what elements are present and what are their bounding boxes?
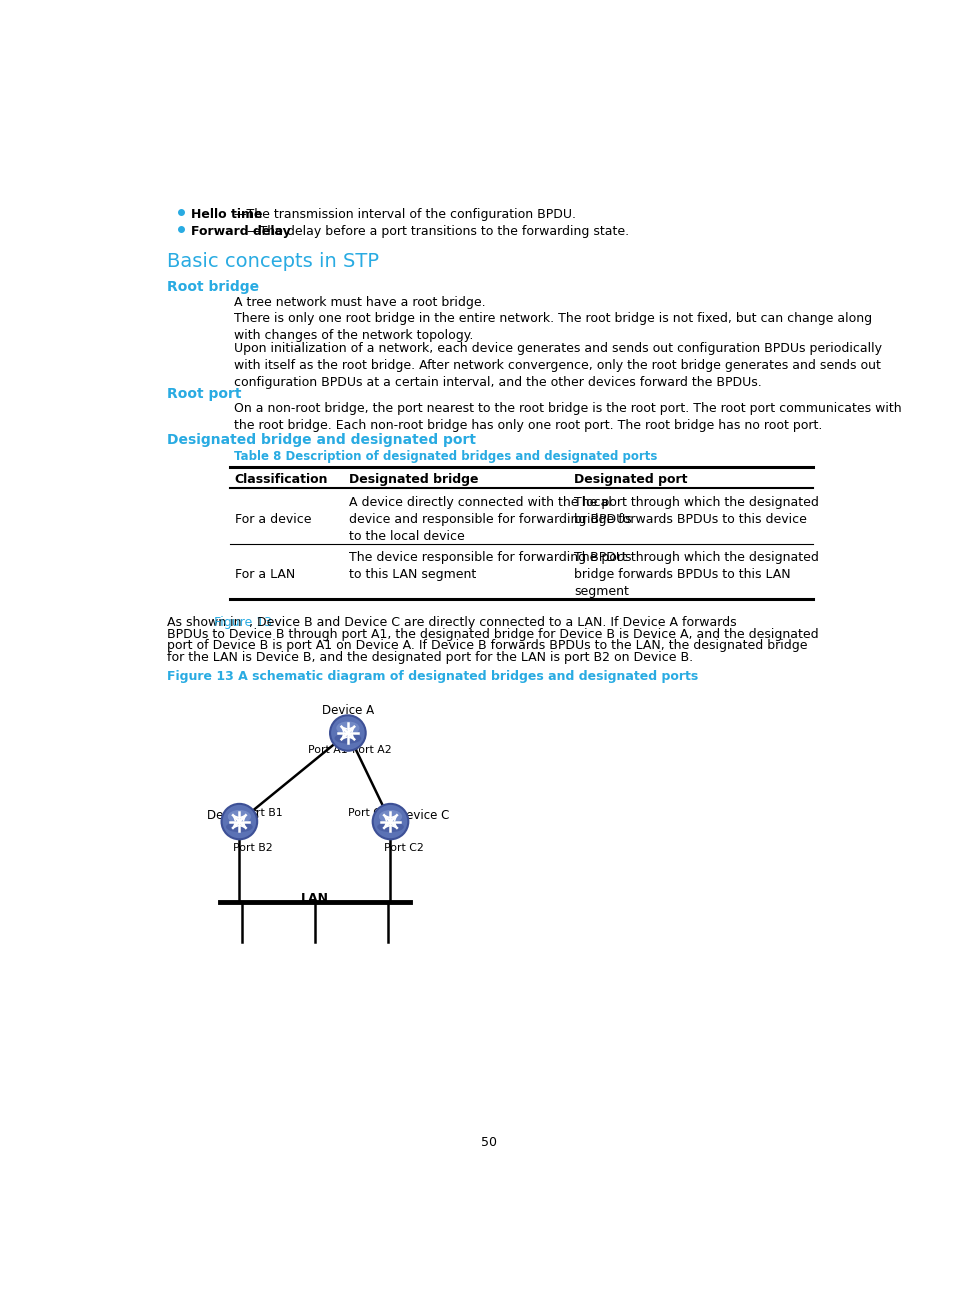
Text: Designated bridge: Designated bridge (349, 473, 478, 486)
Text: , Device B and Device C are directly connected to a LAN. If Device A forwards: , Device B and Device C are directly con… (250, 616, 737, 629)
Text: For a device: For a device (234, 513, 311, 526)
Text: —The delay before a port transitions to the forwarding state.: —The delay before a port transitions to … (247, 224, 628, 238)
Text: Hello time: Hello time (191, 207, 262, 220)
Text: Designated bridge and designated port: Designated bridge and designated port (167, 433, 476, 447)
Ellipse shape (376, 822, 403, 832)
Text: Figure 13: Figure 13 (214, 616, 272, 629)
Text: Root port: Root port (167, 386, 241, 400)
Text: Port A2: Port A2 (352, 745, 391, 754)
Text: Basic concepts in STP: Basic concepts in STP (167, 251, 379, 271)
Text: 50: 50 (480, 1135, 497, 1148)
Text: Root bridge: Root bridge (167, 280, 259, 294)
Text: A tree network must have a root bridge.: A tree network must have a root bridge. (233, 297, 485, 310)
Ellipse shape (336, 722, 359, 735)
Text: Port C1: Port C1 (348, 807, 387, 818)
Circle shape (221, 804, 257, 840)
Text: Table 8 Description of designated bridges and designated ports: Table 8 Description of designated bridge… (233, 450, 657, 463)
Text: Upon initialization of a network, each device generates and sends out configurat: Upon initialization of a network, each d… (233, 342, 881, 389)
Text: On a non-root bridge, the port nearest to the root bridge is the root port. The : On a non-root bridge, the port nearest t… (233, 402, 901, 432)
Text: The port through which the designated
bridge forwards BPDUs to this LAN
segment: The port through which the designated br… (574, 551, 819, 599)
Ellipse shape (228, 810, 251, 823)
Text: for the LAN is Device B, and the designated port for the LAN is port B2 on Devic: for the LAN is Device B, and the designa… (167, 651, 693, 664)
Text: As shown in: As shown in (167, 616, 246, 629)
Circle shape (373, 804, 408, 840)
Text: BPDUs to Device B through port A1, the designated bridge for Device B is Device : BPDUs to Device B through port A1, the d… (167, 627, 818, 640)
Text: The device responsible for forwarding BPDUs
to this LAN segment: The device responsible for forwarding BP… (349, 551, 631, 582)
Text: The port through which the designated
bridge forwards BPDUs to this device: The port through which the designated br… (574, 496, 819, 526)
Text: Device B: Device B (207, 809, 259, 822)
Text: Port B2: Port B2 (233, 844, 273, 853)
Ellipse shape (335, 734, 361, 744)
Text: Port A1: Port A1 (307, 745, 347, 754)
Text: Port B1: Port B1 (243, 807, 283, 818)
Circle shape (237, 820, 241, 823)
Text: Forward delay: Forward delay (191, 224, 290, 238)
Circle shape (388, 820, 392, 823)
Text: Figure 13 A schematic diagram of designated bridges and designated ports: Figure 13 A schematic diagram of designa… (167, 670, 698, 683)
Text: port of Device B is port A1 on Device A. If Device B forwards BPDUs to the LAN, : port of Device B is port A1 on Device A.… (167, 639, 807, 652)
Text: There is only one root bridge in the entire network. The root bridge is not fixe: There is only one root bridge in the ent… (233, 312, 871, 342)
Text: For a LAN: For a LAN (234, 568, 294, 581)
Text: Device A: Device A (321, 704, 374, 717)
Text: LAN: LAN (300, 892, 329, 905)
Circle shape (346, 731, 350, 735)
Text: Device C: Device C (396, 809, 449, 822)
Circle shape (330, 715, 365, 750)
Ellipse shape (378, 810, 401, 823)
Text: Classification: Classification (234, 473, 328, 486)
Text: —The transmission interval of the configuration BPDU.: —The transmission interval of the config… (233, 207, 576, 220)
Text: A device directly connected with the local
device and responsible for forwarding: A device directly connected with the loc… (349, 496, 632, 543)
Ellipse shape (226, 822, 253, 832)
Text: Designated port: Designated port (574, 473, 687, 486)
Text: Port C2: Port C2 (384, 844, 423, 853)
